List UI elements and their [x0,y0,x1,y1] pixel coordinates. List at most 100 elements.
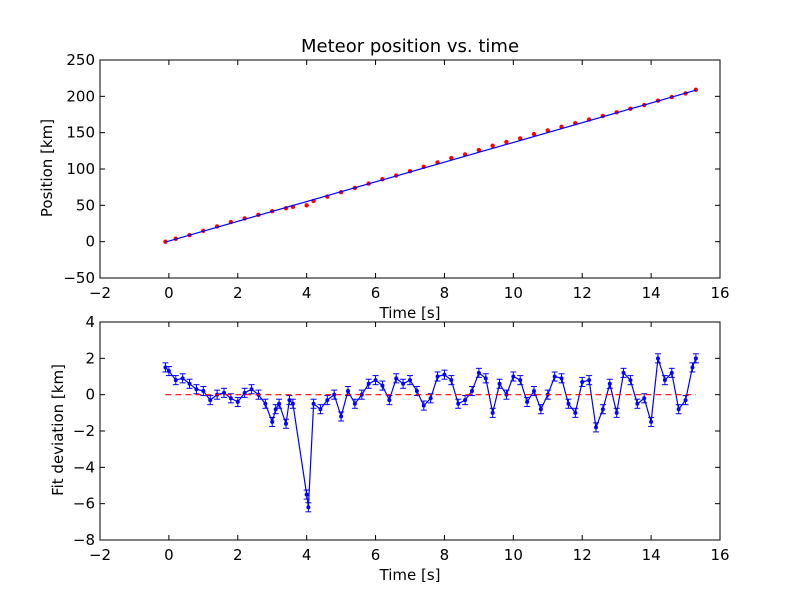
deviation-data-point [442,372,447,377]
x-tick-label: 6 [371,546,381,564]
deviation-data-point [222,390,226,395]
deviation-data-point [346,389,350,394]
x-tick-label: 4 [302,284,312,302]
deviation-data-point [662,378,667,383]
deviation-data-point [306,505,311,510]
deviation-data-point [511,374,516,379]
deviation-data-point [456,401,461,406]
position-plot: Meteor position vs. time −2 0 2 4 6 8 10 12 14 16… [38,36,730,322]
deviation-data-point [656,356,660,361]
deviation-y-axis-label: Fit deviation [km] [49,364,67,496]
deviation-data-point [600,407,605,412]
x-tick-label: 8 [440,284,450,302]
y-tick-label: 250 [66,51,95,69]
deviation-data-point [580,379,585,384]
deviation-data-point [180,376,185,381]
x-tick-label: −2 [89,546,111,564]
x-tick-label: 12 [573,284,592,302]
deviation-data-point [208,398,213,403]
deviation-data-point [635,401,640,406]
deviation-data-point [401,381,406,386]
x-tick-label: −2 [89,284,111,302]
deviation-data-point [607,381,612,386]
y-tick-label: −8 [73,531,95,549]
deviation-data-point [311,401,316,406]
chart-title: Meteor position vs. time [301,36,519,57]
y-tick-label: −2 [73,422,95,440]
deviation-data-point [449,378,454,383]
deviation-data-point [318,407,323,412]
deviation-data-point [594,425,598,430]
x-tick-label: 10 [504,284,523,302]
deviation-data-point [290,401,295,406]
deviation-data-point [497,381,502,386]
deviation-data-point [642,396,647,401]
deviation-data-point [380,383,385,388]
deviation-data-point [518,378,523,383]
x-tick-label: 12 [573,546,592,564]
deviation-data-point [490,410,495,415]
deviation-data-point [352,401,357,406]
deviation-data-point [173,378,178,383]
deviation-data-point [414,389,419,394]
deviation-data-point [476,370,481,375]
x-tick-label: 16 [710,284,729,302]
deviation-data-point [552,374,557,379]
x-tick-label: 14 [642,284,661,302]
x-tick-label: 16 [710,546,729,564]
deviation-data-point [270,419,275,424]
deviation-data-point [669,370,674,375]
position-data-point [476,147,482,153]
x-tick-label: 2 [233,284,243,302]
y-tick-label: 50 [76,196,95,214]
deviation-data-point [235,399,240,404]
deviation-data-point [559,376,564,381]
deviation-data-point [339,414,344,419]
deviation-data-point [628,378,633,383]
deviation-data-point [693,356,698,361]
deviation-plot-area: −2 0 2 4 6 8 10 12 14 16 −8 −6 −4 −2 0 2 4 [73,313,730,564]
deviation-data-point [332,392,337,397]
deviation-x-axis-label: Time [s] [379,566,441,584]
y-tick-label: 200 [66,87,95,105]
deviation-data-point [394,376,399,381]
deviation-data-point [387,398,392,403]
x-tick-label: 4 [302,546,312,564]
deviation-data-point [676,407,681,412]
deviation-data-point [690,365,695,370]
deviation-plot: −2 0 2 4 6 8 10 12 14 16 −8 −6 −4 −2 0 2 4 Time [s] Fit … [49,313,730,584]
deviation-data-point [359,392,364,397]
y-tick-label: −50 [63,269,95,287]
deviation-data-point [304,492,309,497]
y-tick-label: 150 [66,124,95,142]
y-tick-label: 2 [85,349,95,367]
deviation-data-point [284,421,288,426]
x-tick-label: 2 [233,546,243,564]
y-tick-label: −4 [73,458,95,476]
deviation-data-point [163,365,168,370]
deviation-data-point [566,401,571,406]
deviation-line [164,358,697,508]
deviation-data-point [538,407,543,412]
deviation-data-point [201,389,206,394]
position-data-point [504,139,509,145]
deviation-data-point [470,389,474,394]
deviation-data-point [228,396,233,401]
deviation-data-point [249,387,254,392]
deviation-data-point [277,401,282,406]
position-x-axis-label: Time [s] [379,304,441,322]
position-plot-area: −2 0 2 4 6 8 10 12 14 16 −50 0 50 100 150 200 250 [63,51,729,302]
deviation-data-point [428,396,433,401]
deviation-data-point [287,398,292,403]
deviation-data-point [683,398,688,403]
deviation-data-point [166,369,171,374]
y-tick-label: 4 [85,313,95,331]
deviation-data-point [325,398,330,403]
position-data-point [693,87,699,92]
deviation-data-point [242,390,247,395]
deviation-data-point [614,410,619,415]
y-tick-label: 0 [85,233,95,251]
deviation-data-point [435,374,440,379]
top-marks [163,87,699,244]
y-tick-label: 0 [85,386,95,404]
